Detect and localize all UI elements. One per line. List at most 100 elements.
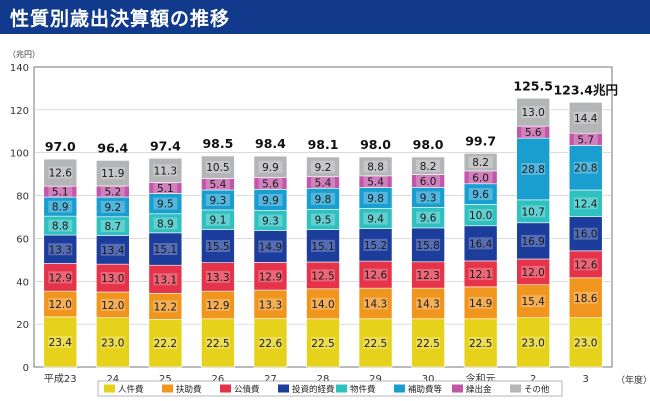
bar-segment: [43, 316, 78, 368]
value-label-backing: [311, 336, 335, 349]
bar-segment: [253, 318, 288, 368]
y-axis-label: （兆円）: [8, 49, 40, 59]
value-label: 15.4: [521, 296, 545, 308]
total-label: 98.5: [202, 136, 233, 151]
total-label: 97.4: [150, 138, 181, 153]
value-label: 15.5: [206, 241, 229, 253]
value-label-backing: [100, 272, 125, 285]
legend-label: 人件費: [118, 384, 144, 395]
value-label-backing: [153, 273, 178, 286]
value-label-backing: [573, 227, 598, 240]
value-label: 14.9: [469, 298, 492, 310]
bar-segment: [306, 261, 340, 290]
bar-segment: [568, 145, 603, 191]
value-label-backing: [258, 240, 283, 253]
y-tick-label: 20: [16, 320, 29, 331]
value-label: 10.5: [206, 162, 229, 174]
value-label: 16.9: [521, 236, 544, 248]
value-label: 13.0: [101, 273, 124, 285]
bar-segment: [96, 263, 130, 293]
bar-segment: [148, 319, 183, 368]
value-label-backing: [363, 297, 388, 310]
legend-swatch: [162, 384, 173, 393]
value-label: 8.9: [52, 202, 69, 214]
value-label: 14.9: [259, 241, 282, 253]
value-label: 22.5: [206, 338, 229, 350]
y-tick-label: 120: [10, 106, 29, 117]
value-label-backing: [363, 175, 388, 188]
y-tick-label: 60: [16, 234, 29, 245]
value-label-backing: [573, 197, 598, 210]
value-label: 8.2: [420, 161, 437, 173]
legend-swatch: [220, 384, 231, 393]
value-label-backing: [100, 220, 125, 233]
value-label: 12.0: [49, 299, 72, 311]
value-label-backing: [521, 126, 546, 139]
value-label-backing: [573, 336, 598, 349]
value-label: 14.0: [311, 299, 334, 311]
total-label: 98.0: [413, 137, 444, 152]
value-label-backing: [48, 271, 73, 284]
bar-segment: [411, 318, 445, 368]
total-label: 98.4: [255, 136, 286, 151]
value-label: 11.3: [154, 165, 177, 177]
value-label-backing: [153, 337, 178, 350]
value-label-backing: [573, 291, 598, 304]
value-label: 13.3: [206, 272, 229, 284]
value-label-backing: [205, 298, 230, 311]
value-label: 14.3: [416, 298, 439, 310]
title-bar: 性質別歳出決算額の推移: [0, 0, 650, 34]
value-label-backing: [363, 268, 388, 281]
bar-segment: [463, 260, 498, 288]
value-label-backing: [153, 164, 178, 177]
legend-box: [97, 380, 563, 397]
value-label-backing: [48, 298, 73, 310]
bar-segment: [516, 222, 550, 260]
value-label-backing: [205, 240, 230, 253]
value-label-backing: [573, 133, 598, 146]
bar-segment: [463, 286, 498, 320]
total-label: 99.7: [465, 133, 496, 148]
value-label-backing: [100, 185, 125, 198]
total-label: 96.4: [97, 140, 128, 155]
y-tick-label: 80: [16, 192, 29, 203]
value-label: 12.6: [364, 270, 388, 282]
value-label-backing: [153, 300, 178, 313]
legend-label: 投資的経費: [292, 384, 335, 395]
bar-segment: [358, 260, 393, 289]
value-label-backing: [573, 161, 598, 174]
value-label-backing: [363, 160, 388, 173]
value-label: 12.6: [574, 259, 598, 271]
value-label-backing: [521, 265, 546, 278]
bar-segment: [411, 261, 445, 289]
value-label: 9.2: [315, 162, 332, 174]
bar-segment: [516, 258, 550, 286]
value-label: 9.9: [262, 162, 279, 174]
legend-label: 公債費: [234, 384, 260, 395]
value-label-backing: [258, 193, 283, 206]
value-label: 12.4: [574, 198, 598, 210]
value-label-backing: [468, 267, 493, 280]
total-label: 123.4兆円: [553, 82, 618, 97]
bar-segment: [201, 155, 235, 179]
value-label-backing: [48, 200, 73, 213]
value-label: 9.1: [210, 215, 227, 227]
value-label-backing: [468, 209, 493, 222]
bar-segment: [96, 317, 130, 368]
value-label: 13.3: [259, 299, 282, 311]
value-label-backing: [258, 336, 283, 349]
bar-segment: [201, 290, 235, 320]
value-label: 15.1: [311, 241, 334, 253]
value-label: 12.0: [521, 267, 544, 279]
bar-segment: [306, 156, 340, 178]
legend-swatch: [278, 384, 289, 393]
value-label: 14.4: [574, 113, 598, 125]
value-label-backing: [416, 159, 441, 172]
value-label-backing: [258, 160, 283, 173]
bar-segment: [43, 263, 78, 292]
value-label: 12.6: [49, 168, 73, 180]
value-label: 9.9: [262, 195, 279, 207]
legend-label: 扶助費: [176, 384, 202, 395]
x-tick-label: 24: [106, 374, 119, 385]
